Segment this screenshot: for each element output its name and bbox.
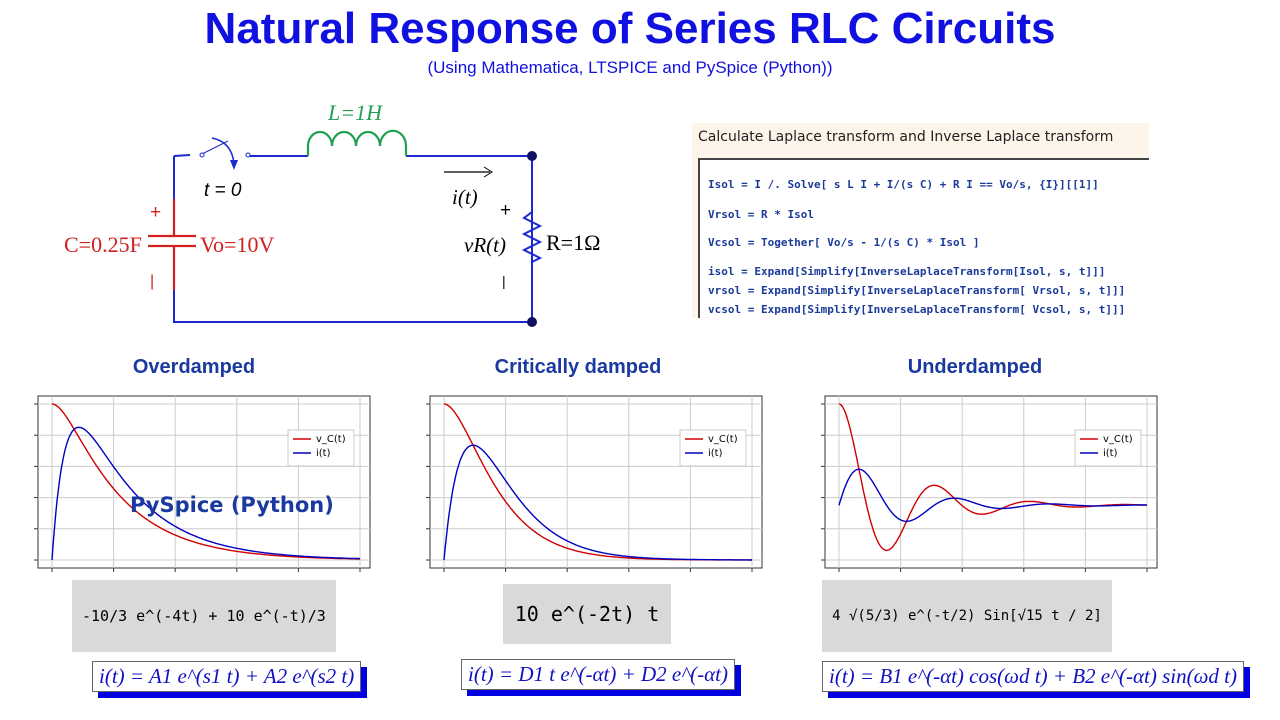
code-line: isol = Expand[Simplify[InverseLaplaceTra…	[708, 265, 1106, 278]
page-title: Natural Response of Series RLC Circuits	[204, 4, 1056, 53]
underdamped-general-form: i(t) = B1 e^(-αt) cos(ωd t) + B2 e^(-αt)…	[822, 661, 1244, 692]
legend: v_C(t) i(t)	[679, 429, 747, 467]
overdamped-plot: v_C(t) i(t)	[34, 395, 371, 572]
code-line: vrsol = Expand[Simplify[InverseLaplaceTr…	[708, 284, 1126, 297]
critically-damped-result: 10 e^(-2t) t	[503, 584, 671, 644]
legend-box	[287, 429, 355, 467]
section-title-overdamped: Overdamped	[132, 356, 256, 378]
code-cell[interactable]: Isol = I /. Solve[ s L I + I/(s C) + R I…	[698, 158, 1149, 318]
code-line: Vcsol = Together[ Vo/s - 1/(s C) * Isol …	[708, 236, 980, 249]
resistor-label: R=1Ω	[546, 230, 600, 255]
plot-frame	[37, 395, 371, 569]
critically-damped-plot: v_C(t) i(t)	[426, 395, 763, 572]
legend-label: v_C(t)	[316, 434, 346, 445]
series-line-i(t)	[838, 468, 1147, 522]
legend-label: i(t)	[1103, 448, 1118, 459]
inductor-label: L=1H	[327, 100, 383, 125]
current-label: i(t)	[452, 185, 478, 209]
overdamped-general-form: i(t) = A1 e^(s1 t) + A2 e^(s2 t)	[92, 661, 362, 692]
section-title-underdamped: Underdamped	[907, 356, 1043, 378]
switch-label: t = 0	[204, 180, 242, 201]
notebook-heading: Calculate Laplace transform and Inverse …	[698, 129, 1114, 145]
legend: v_C(t) i(t)	[1074, 429, 1142, 467]
legend-box	[1074, 429, 1142, 467]
page-subtitle: (Using Mathematica, LTSPICE and PySpice …	[427, 58, 833, 77]
underdamped-result: 4 √(5/3) e^(-t/2) Sin[√15 t / 2]	[822, 580, 1112, 652]
legend: v_C(t) i(t)	[287, 429, 355, 467]
series-line-i(t)	[443, 444, 752, 561]
capacitor-label: C=0.25F	[64, 232, 142, 257]
plot-frame	[824, 395, 1158, 569]
legend-label: i(t)	[708, 448, 723, 459]
pyspice-label: PySpice (Python)	[130, 493, 334, 517]
series-line-v_C(t)	[51, 403, 361, 560]
legend-label: v_C(t)	[1103, 434, 1133, 445]
legend-label: i(t)	[316, 448, 331, 459]
code-line: Isol = I /. Solve[ s L I + I/(s C) + R I…	[708, 178, 1099, 191]
minus-sign: |	[502, 273, 506, 289]
mathematica-notebook: Calculate Laplace transform and Inverse …	[692, 123, 1149, 318]
code-line: Vrsol = R * Isol	[708, 208, 814, 221]
code-line: vcsol = Expand[Simplify[InverseLaplaceTr…	[708, 303, 1126, 316]
underdamped-plot: v_C(t) i(t)	[821, 395, 1158, 572]
rlc-circuit-diagram: L=1H t = 0 i(t) + | C=0.25F Vo=10V + | v…	[64, 100, 600, 327]
initial-voltage-label: Vo=10V	[200, 232, 274, 257]
section-title-critically-damped: Critically damped	[494, 356, 662, 378]
resistor	[521, 211, 543, 290]
minus-sign: |	[150, 273, 154, 290]
critically-damped-general-form: i(t) = D1 t e^(-αt) + D2 e^(-αt)	[461, 659, 735, 690]
series-line-i(t)	[51, 426, 360, 561]
plus-sign: +	[150, 202, 161, 223]
plus-sign: +	[500, 200, 511, 221]
resistor-voltage-label: vR(t)	[464, 233, 506, 257]
legend-box	[679, 429, 747, 467]
overdamped-result: -10/3 e^(-4t) + 10 e^(-t)/3	[72, 580, 336, 652]
legend-label: v_C(t)	[708, 434, 738, 445]
plot-frame	[429, 395, 763, 569]
inductor	[306, 129, 408, 156]
